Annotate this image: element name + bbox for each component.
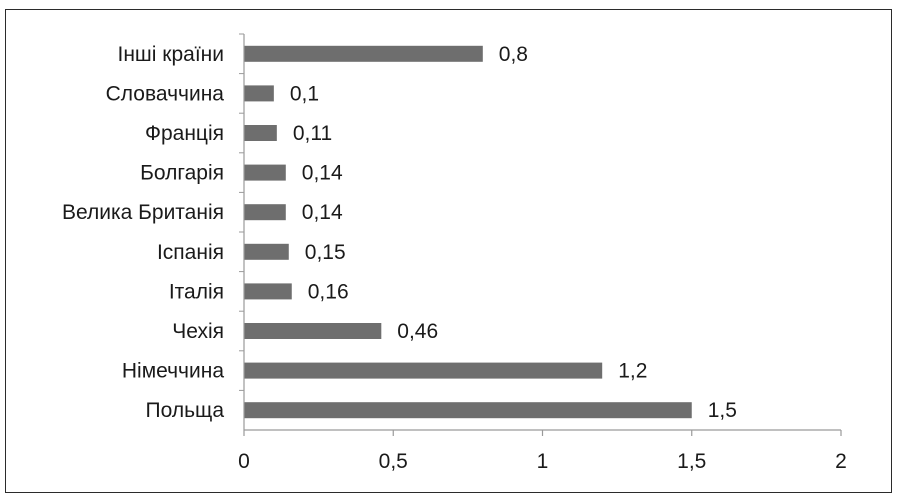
value-label: 0,11 xyxy=(293,122,332,145)
category-label: Іспанія xyxy=(157,241,224,264)
bar-4 xyxy=(244,243,289,260)
labels-layer: Польща 1,5 Німеччина 1,2 Чехія 0,46 Італія 0,16… xyxy=(62,43,847,473)
bar-9 xyxy=(244,45,483,62)
bars-layer xyxy=(244,45,692,419)
category-label: Інші країни xyxy=(118,43,225,66)
category-label: Польща xyxy=(146,399,225,422)
x-tick-label: 0 xyxy=(238,450,250,473)
bar-8 xyxy=(244,85,274,102)
bar-6 xyxy=(244,164,286,181)
category-label: Німеччина xyxy=(122,360,224,383)
value-label: 1,5 xyxy=(708,399,737,422)
bar-5 xyxy=(244,204,286,221)
category-label: Франція xyxy=(145,122,224,145)
value-label: 0,8 xyxy=(499,43,528,66)
value-label: 0,1 xyxy=(290,82,319,105)
category-label: Словаччина xyxy=(106,82,225,105)
bar-2 xyxy=(244,323,382,339)
x-tick-label: 0,5 xyxy=(379,450,408,473)
bar-1 xyxy=(244,362,603,379)
bar-7 xyxy=(244,125,277,141)
category-label: Велика Британія xyxy=(62,201,224,224)
value-label: 1,2 xyxy=(618,360,647,383)
bar-3 xyxy=(244,283,292,300)
axes-layer xyxy=(239,33,842,436)
x-tick-label: 1 xyxy=(537,450,549,473)
value-label: 0,16 xyxy=(308,280,349,303)
category-label: Чехія xyxy=(172,320,224,343)
category-label: Італія xyxy=(169,280,224,303)
value-label: 0,15 xyxy=(305,241,346,264)
category-label: Болгарія xyxy=(140,162,224,185)
value-label: 0,46 xyxy=(397,320,438,343)
x-tick-label: 1,5 xyxy=(677,450,706,473)
bar-0 xyxy=(244,402,692,419)
value-label: 0,14 xyxy=(302,201,343,224)
x-tick-label: 2 xyxy=(835,450,847,473)
value-label: 0,14 xyxy=(302,162,343,185)
